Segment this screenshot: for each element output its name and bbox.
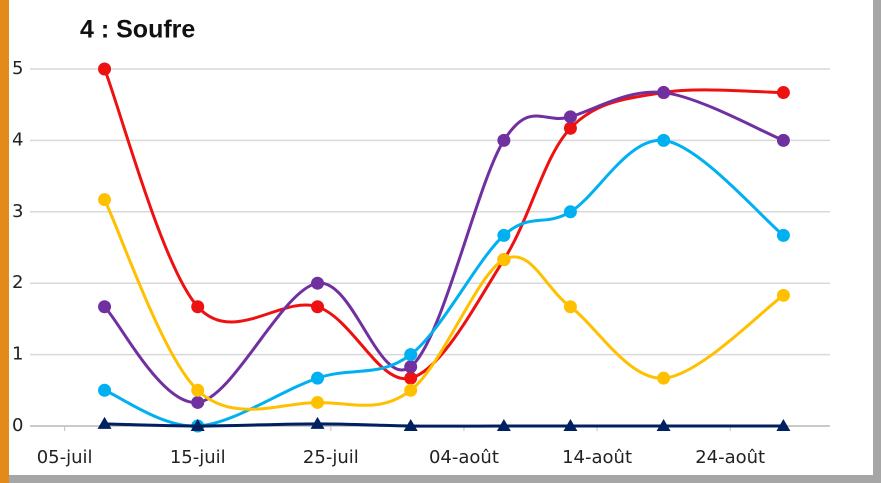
point-marker (776, 288, 790, 302)
point-marker (656, 419, 671, 431)
point-marker (497, 133, 511, 147)
point-marker (404, 360, 418, 374)
point-marker (657, 86, 671, 100)
point-marker (404, 383, 418, 397)
y-tick-label: 2 (12, 272, 23, 293)
y-tick-label: 3 (12, 201, 23, 222)
point-marker (404, 371, 418, 385)
point-marker (776, 228, 790, 242)
x-tick-label: 24-août (695, 447, 765, 468)
series-line (103, 90, 784, 404)
chart-title: 4 : Soufre (80, 16, 195, 44)
point-marker (496, 419, 511, 431)
point-marker (404, 348, 418, 362)
point-marker (311, 395, 325, 409)
point-marker (563, 419, 578, 431)
point-marker (497, 253, 511, 267)
point-marker (776, 419, 791, 431)
point-marker (98, 62, 112, 76)
point-marker (311, 300, 325, 314)
point-marker (657, 371, 671, 385)
point-marker (776, 86, 790, 100)
left-accent (0, 0, 9, 483)
point-marker (191, 395, 205, 409)
x-tick-label: 05-juil (37, 447, 93, 468)
point-marker (191, 383, 205, 397)
point-marker (98, 193, 112, 207)
y-tick-label: 4 (12, 129, 23, 150)
point-marker (311, 371, 325, 385)
point-marker (403, 419, 418, 431)
x-tick-label: 04-août (429, 447, 499, 468)
point-marker (98, 300, 112, 314)
point-marker (563, 300, 577, 314)
point-marker (310, 416, 325, 429)
point-marker (776, 133, 790, 147)
chart-area (9, 0, 873, 475)
point-marker (191, 300, 205, 314)
point-marker (563, 110, 577, 124)
point-marker (97, 416, 112, 429)
point-marker (497, 228, 511, 242)
y-tick-label: 5 (12, 58, 23, 79)
x-tick-label: 14-août (562, 447, 632, 468)
y-tick-label: 1 (12, 344, 23, 365)
x-tick-label: 25-juil (303, 447, 359, 468)
point-marker (311, 276, 325, 290)
x-tick-label: 15-juil (170, 447, 226, 468)
point-marker (657, 133, 671, 147)
point-marker (563, 205, 577, 219)
point-marker (190, 419, 205, 431)
point-marker (98, 383, 112, 397)
y-tick-label: 0 (12, 415, 23, 436)
point-marker (563, 121, 577, 135)
